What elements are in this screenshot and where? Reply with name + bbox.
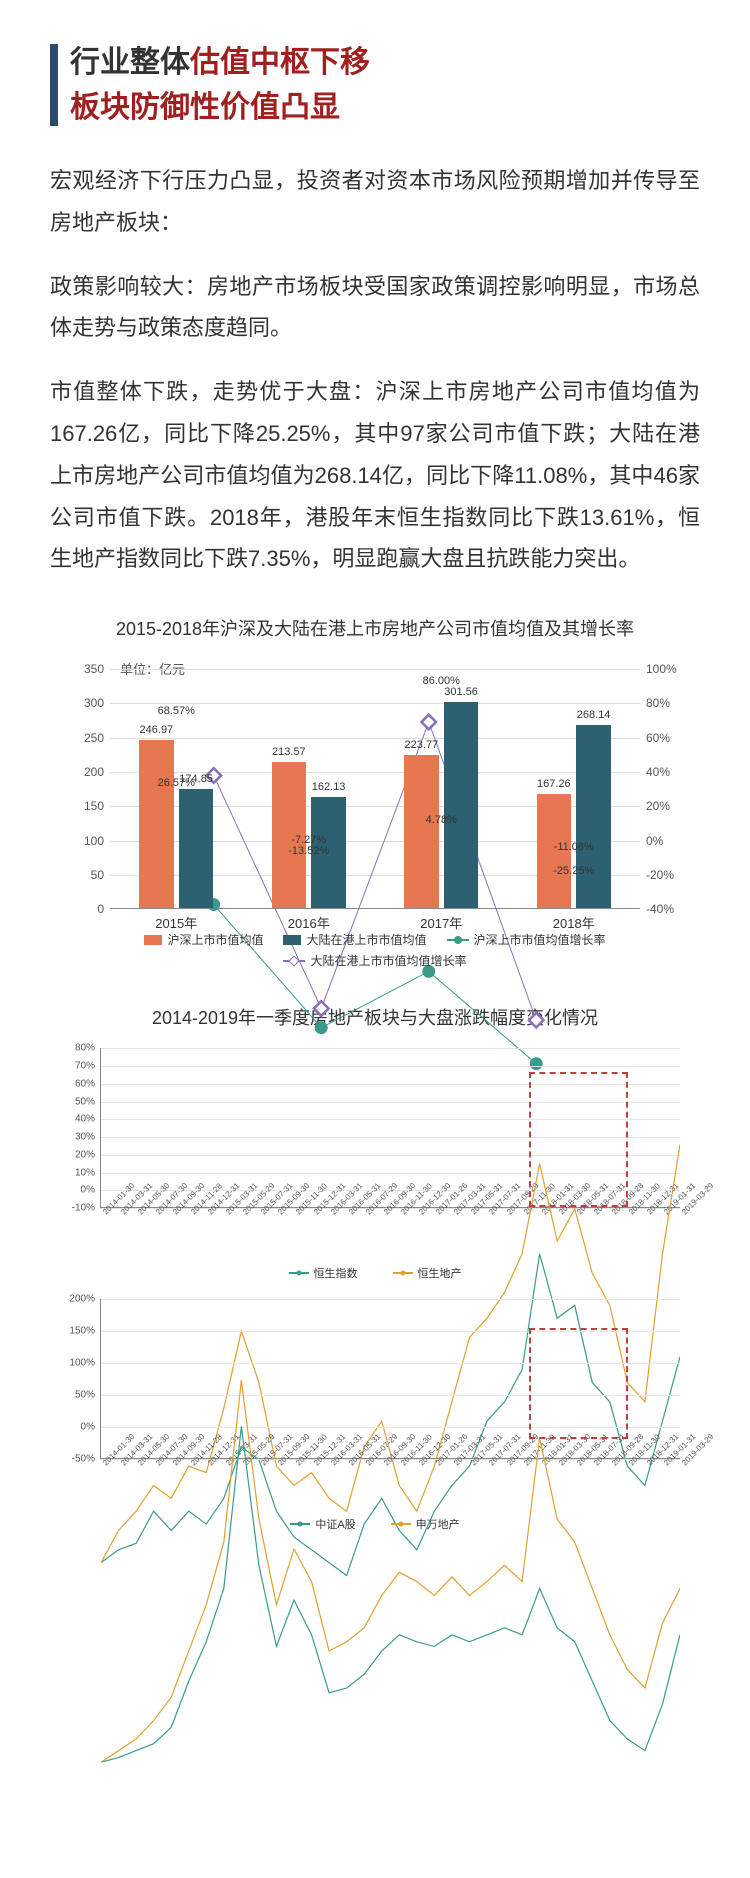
paragraph: 政策影响较大：房地产市场板块受国家政策调控影响明显，市场总体走势与政策态度趋同。 xyxy=(50,266,700,350)
chart2-container: -10%0%10%20%30%40%50%60%70%80%2014-01-30… xyxy=(60,1048,690,1532)
section-header: 行业整体估值中枢下移 板块防御性价值凸显 xyxy=(50,40,700,130)
title-line-2: 板块防御性价值凸显 xyxy=(70,85,700,130)
chart1-yaxis-left: 050100150200250300350 xyxy=(60,669,108,909)
chart2-sub2: -50%0%50%100%150%200%2014-01-302014-03-3… xyxy=(60,1299,690,1499)
chart1-container: 单位：亿元 050100150200250300350 -40%-20%0%20… xyxy=(60,659,690,969)
chart1-yaxis-right: -40%-20%0%20%40%60%80%100% xyxy=(642,669,690,909)
chart2-sub1: -10%0%10%20%30%40%50%60%70%80%2014-01-30… xyxy=(60,1048,690,1248)
chart2-title: 2014-2019年一季度房地产板块与大盘涨跌幅度变化情况 xyxy=(50,1004,700,1030)
title-black: 行业整体 xyxy=(70,46,190,79)
chart1-title: 2015-2018年沪深及大陆在港上市房地产公司市值均值及其增长率 xyxy=(50,615,700,641)
title-red-1: 估值中枢下移 xyxy=(190,46,370,79)
chart1-plot: 246.97174.852015年213.57162.132016年223.77… xyxy=(110,669,640,909)
chart1-legend: 沪深上市市值均值大陆在港上市市值均值沪深上市市值均值增长率大陆在港上市市值均值增… xyxy=(60,931,690,969)
paragraph: 市值整体下跌，走势优于大盘：沪深上市房地产公司市值均值为167.26亿，同比下降… xyxy=(50,371,700,580)
title-line-1: 行业整体估值中枢下移 xyxy=(70,40,700,85)
paragraph: 宏观经济下行压力凸显，投资者对资本市场风险预期增加并传导至房地产板块： xyxy=(50,160,700,244)
